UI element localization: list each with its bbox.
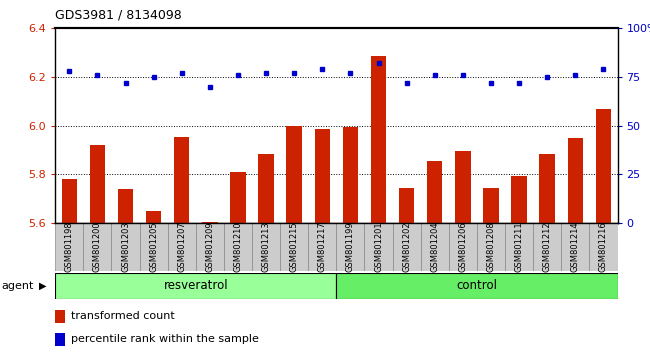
Text: GSM801215: GSM801215 bbox=[290, 222, 299, 272]
Bar bbox=[393, 223, 421, 271]
Bar bbox=[140, 223, 168, 271]
Text: ▶: ▶ bbox=[39, 281, 47, 291]
Text: GSM801205: GSM801205 bbox=[149, 222, 158, 272]
Text: GSM801204: GSM801204 bbox=[430, 222, 439, 272]
Text: GSM801200: GSM801200 bbox=[93, 222, 102, 272]
Bar bbox=[505, 223, 533, 271]
Bar bbox=[370, 56, 386, 223]
Bar bbox=[567, 138, 583, 223]
Bar bbox=[595, 109, 611, 223]
Text: GSM801201: GSM801201 bbox=[374, 222, 383, 272]
Text: GSM801206: GSM801206 bbox=[458, 222, 467, 272]
Bar bbox=[315, 129, 330, 223]
Text: GSM801202: GSM801202 bbox=[402, 222, 411, 272]
Bar bbox=[512, 176, 527, 223]
Bar bbox=[258, 154, 274, 223]
Text: GSM801210: GSM801210 bbox=[233, 222, 242, 272]
Bar bbox=[168, 223, 196, 271]
Bar bbox=[146, 211, 161, 223]
Bar bbox=[83, 223, 112, 271]
Bar bbox=[590, 223, 618, 271]
Bar bbox=[280, 223, 308, 271]
Bar bbox=[337, 273, 618, 299]
Text: GSM801212: GSM801212 bbox=[543, 222, 552, 272]
Bar bbox=[55, 273, 337, 299]
Text: resveratrol: resveratrol bbox=[164, 279, 228, 292]
Text: GSM801203: GSM801203 bbox=[121, 222, 130, 272]
Bar bbox=[287, 126, 302, 223]
Text: GSM801214: GSM801214 bbox=[571, 222, 580, 272]
Text: control: control bbox=[456, 279, 497, 292]
Bar bbox=[118, 189, 133, 223]
Text: GSM801198: GSM801198 bbox=[65, 222, 74, 272]
Text: GSM801211: GSM801211 bbox=[515, 222, 524, 272]
Bar bbox=[252, 223, 280, 271]
Text: GSM801217: GSM801217 bbox=[318, 222, 327, 272]
Text: GDS3981 / 8134098: GDS3981 / 8134098 bbox=[55, 9, 182, 22]
Bar bbox=[196, 223, 224, 271]
Text: GSM801213: GSM801213 bbox=[261, 222, 270, 272]
Bar bbox=[343, 127, 358, 223]
Text: GSM801208: GSM801208 bbox=[486, 222, 495, 272]
Bar bbox=[477, 223, 505, 271]
Text: GSM801207: GSM801207 bbox=[177, 222, 187, 272]
Bar bbox=[449, 223, 477, 271]
Bar bbox=[308, 223, 337, 271]
Bar bbox=[55, 333, 66, 346]
Bar bbox=[230, 172, 246, 223]
Bar bbox=[483, 188, 499, 223]
Bar bbox=[224, 223, 252, 271]
Bar bbox=[337, 223, 365, 271]
Bar bbox=[55, 223, 83, 271]
Bar bbox=[421, 223, 448, 271]
Bar bbox=[365, 223, 393, 271]
Bar bbox=[62, 179, 77, 223]
Text: percentile rank within the sample: percentile rank within the sample bbox=[71, 335, 259, 344]
Bar bbox=[561, 223, 590, 271]
Bar bbox=[202, 222, 218, 223]
Text: GSM801216: GSM801216 bbox=[599, 222, 608, 272]
Bar bbox=[112, 223, 140, 271]
Bar bbox=[540, 154, 555, 223]
Bar bbox=[174, 137, 190, 223]
Text: GSM801209: GSM801209 bbox=[205, 222, 214, 272]
Bar bbox=[533, 223, 561, 271]
Bar bbox=[399, 188, 415, 223]
Bar bbox=[55, 310, 66, 323]
Bar bbox=[90, 145, 105, 223]
Text: GSM801199: GSM801199 bbox=[346, 222, 355, 272]
Text: agent: agent bbox=[1, 281, 34, 291]
Text: transformed count: transformed count bbox=[71, 312, 175, 321]
Bar bbox=[427, 161, 443, 223]
Bar bbox=[455, 151, 471, 223]
